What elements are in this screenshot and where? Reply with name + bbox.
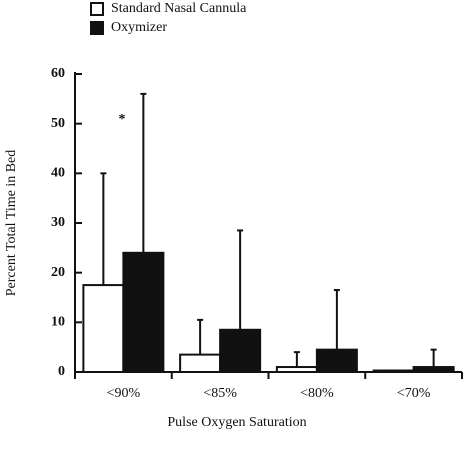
bar — [179, 353, 222, 374]
y-tick-label: 40 — [51, 166, 65, 181]
bar — [219, 328, 262, 373]
legend-label: Oxymizer — [111, 20, 167, 35]
legend-swatch — [90, 21, 104, 35]
bar — [275, 366, 318, 373]
y-tick-label: 50 — [51, 116, 65, 131]
x-tick-label: <80% — [300, 386, 334, 401]
y-axis-label: Percent Total Time in Bed — [4, 150, 19, 297]
x-tick-label: <85% — [203, 386, 237, 401]
x-tick-label: <70% — [397, 386, 431, 401]
x-tick-label: <90% — [107, 386, 141, 401]
bar — [412, 366, 455, 373]
legend-label: Standard Nasal Cannula — [111, 1, 247, 16]
x-axis-label: Pulse Oxygen Saturation — [167, 415, 306, 430]
y-tick-label: 10 — [51, 315, 65, 330]
y-tick-label: 60 — [51, 66, 65, 81]
y-tick-label: 20 — [51, 265, 65, 280]
bar — [315, 348, 358, 373]
bar — [122, 251, 165, 373]
y-tick-label: 0 — [58, 364, 65, 379]
bar — [82, 284, 125, 374]
bar — [372, 369, 415, 374]
y-tick-label: 30 — [51, 215, 65, 230]
legend-swatch — [90, 2, 104, 16]
annotation: * — [119, 112, 126, 127]
